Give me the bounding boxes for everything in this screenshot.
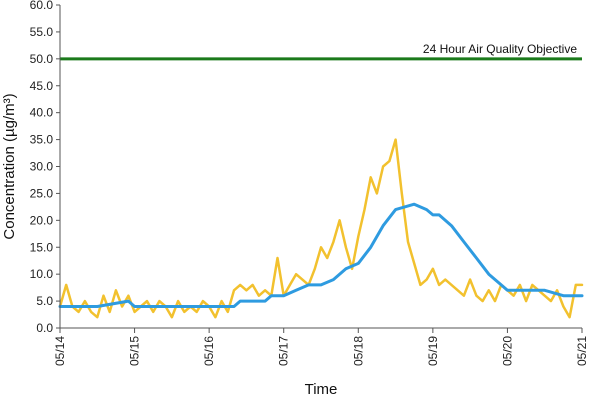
x-tick-label: 05/20 xyxy=(500,336,514,366)
x-tick-label: 05/15 xyxy=(128,336,142,366)
x-axis-ticks: 05/14 05/15 05/16 05/17 05/18 05/19 05/20 05/21 xyxy=(53,328,589,366)
x-tick-label: 05/16 xyxy=(202,336,216,366)
y-tick-label: 5.0 xyxy=(36,294,53,308)
objective-annotation: 24 Hour Air Quality Objective xyxy=(423,42,577,56)
y-tick-label: 20.0 xyxy=(30,213,54,227)
y-tick-label: 55.0 xyxy=(30,25,54,39)
x-axis-title: Time xyxy=(305,381,338,398)
y-tick-label: 15.0 xyxy=(30,240,54,254)
rolling-average-line xyxy=(58,202,584,308)
y-tick-label: 60.0 xyxy=(30,0,54,12)
y-tick-label: 10.0 xyxy=(30,267,54,281)
series-layer xyxy=(58,138,584,319)
y-axis-title: Concentration (µg/m³) xyxy=(1,93,18,239)
y-tick-label: 45.0 xyxy=(30,79,54,93)
y-tick-label: 25.0 xyxy=(30,186,54,200)
x-tick-label: 05/17 xyxy=(277,336,291,366)
x-tick-label: 05/18 xyxy=(351,336,365,366)
y-tick-label: 40.0 xyxy=(30,106,54,120)
y-tick-label: 0.0 xyxy=(36,321,53,335)
y-tick-label: 50.0 xyxy=(30,52,54,66)
y-axis-ticks: 0.0 5.0 10.0 15.0 20.0 25.0 30.0 35.0 40.0 45.0 50… xyxy=(30,0,60,335)
x-tick-label: 05/19 xyxy=(426,336,440,366)
y-tick-label: 30.0 xyxy=(30,160,54,174)
y-tick-label: 35.0 xyxy=(30,133,54,147)
x-tick-label: 05/14 xyxy=(53,336,67,366)
x-tick-label: 05/21 xyxy=(575,336,589,366)
hourly-concentration-line xyxy=(58,138,584,319)
